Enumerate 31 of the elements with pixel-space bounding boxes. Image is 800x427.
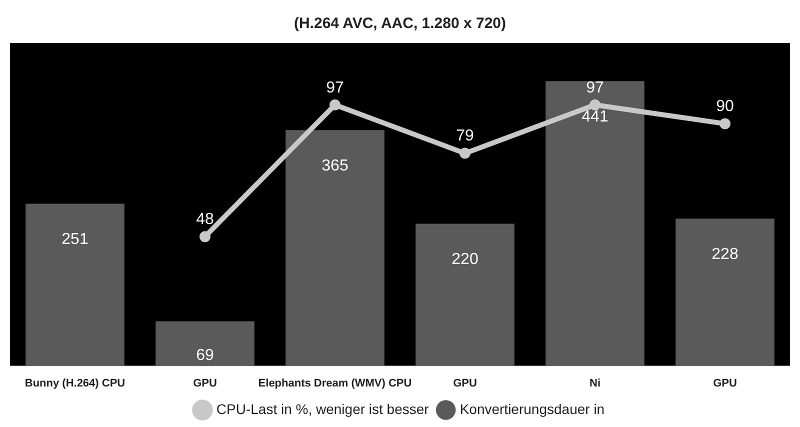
x-tick-label: GPU	[193, 377, 217, 390]
data-label: 48	[196, 211, 214, 228]
bar	[416, 224, 514, 366]
data-label: 90	[716, 98, 734, 116]
data-label: 97	[326, 79, 344, 96]
data-label: 441	[582, 108, 608, 126]
bar	[26, 204, 124, 366]
x-tick-label: Bunny (H.264) CPU	[24, 377, 126, 390]
data-label: 365	[322, 158, 348, 175]
x-tick-label: Ni	[590, 377, 600, 390]
data-label: 97	[586, 79, 604, 96]
bar	[286, 130, 384, 366]
bar	[546, 81, 644, 366]
data-label: 251	[62, 231, 88, 248]
data-label: 228	[712, 246, 738, 264]
point	[330, 99, 340, 110]
data-label: 69	[196, 347, 214, 364]
x-tick-label: GPU	[713, 377, 737, 390]
point	[590, 99, 600, 110]
point	[200, 231, 210, 242]
chart-title: (H.264 AVC, AAC, 1.280 x 720)	[294, 15, 506, 32]
bar	[676, 218, 774, 366]
x-tick-label: GPU	[453, 377, 477, 390]
x-tick-label: Elephants Dream (WMV) CPU	[258, 377, 412, 390]
bar	[156, 321, 254, 366]
data-label: 220	[452, 251, 478, 268]
legend-label: CPU-Last in %, weniger ist besser	[216, 400, 430, 417]
legend-label: Konvertierungsdauer in	[460, 400, 605, 417]
point	[460, 148, 470, 159]
data-label: 79	[456, 128, 474, 145]
point	[720, 118, 730, 130]
